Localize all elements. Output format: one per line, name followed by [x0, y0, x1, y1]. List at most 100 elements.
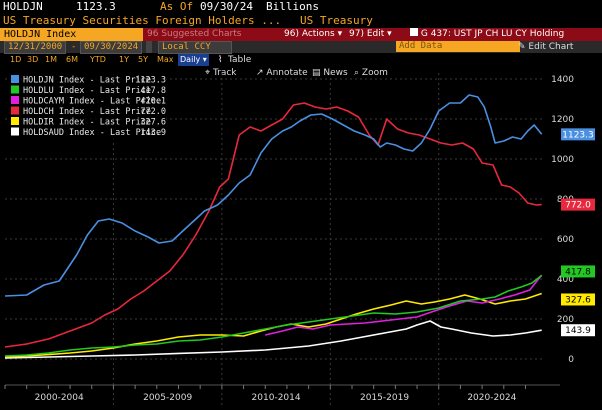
zoom-label: Zoom: [361, 68, 388, 78]
line-chart-icon[interactable]: ⌇: [218, 55, 223, 65]
line-chart: 02004006008001000120014002000-20042005-2…: [4, 71, 595, 405]
as-of-date: 09/30/24: [200, 0, 253, 13]
x-category-label: 2020-2024: [467, 393, 516, 403]
as-of-label: As Of: [160, 0, 194, 13]
range-dash: -: [71, 42, 77, 52]
period-max[interactable]: Max: [157, 55, 174, 64]
calendar-icon[interactable]: [146, 41, 152, 53]
edit-menu[interactable]: 97) Edit ▾: [349, 29, 392, 39]
track-label: Track: [212, 68, 237, 78]
zoom-button[interactable]: ⌕ Zoom: [354, 67, 388, 80]
legend-entry: HOLDSAUD Index - Last Price: [23, 128, 161, 138]
title-row: HOLDJN 1123.3 As Of 09/30/24 Billions: [0, 0, 602, 14]
period-5y[interactable]: 5Y: [138, 55, 148, 64]
edit-label: Edit: [366, 29, 385, 39]
legend-value: 143.9: [140, 128, 166, 138]
y-tick-label: 0: [568, 355, 574, 365]
graph-title: G 437: UST JP CH LU CY Holding: [420, 29, 565, 39]
annotate-label: Annotate: [266, 68, 308, 78]
edit-number: 97: [349, 29, 361, 39]
series-line-holdir: [4, 292, 542, 358]
period-6m[interactable]: 6M: [66, 55, 78, 64]
zoom-icon: ⌕: [354, 68, 360, 78]
series-line-holdlu: [4, 274, 543, 357]
chevron-down-icon: ▾: [387, 29, 392, 39]
table-button[interactable]: Table: [228, 55, 252, 65]
last-value: 1123.3: [76, 0, 116, 13]
y-tick-label: 600: [557, 235, 574, 245]
period-1y[interactable]: 1Y: [119, 55, 129, 64]
units-label: Billions: [266, 0, 319, 13]
security-field[interactable]: HOLDJN Index: [0, 28, 143, 41]
legend-value: 420.1: [140, 97, 166, 107]
actions-number: 96: [284, 29, 296, 39]
frequency-select[interactable]: Daily ▾: [178, 54, 209, 66]
last-value-label-holdjn: 1123.3: [562, 130, 594, 140]
currency-select[interactable]: Local CCY: [158, 41, 232, 54]
end-date-field[interactable]: 09/30/2024: [80, 41, 143, 54]
range-bar: 12/31/2000 - 09/30/2024 Local CCY Add Da…: [0, 41, 602, 54]
series-line-holdsaud: [4, 320, 542, 359]
x-category-label: 2015-2019: [360, 393, 409, 403]
actions-label: Actions: [301, 29, 335, 39]
series-line-holdjn: [4, 94, 543, 297]
news-icon: ▤: [312, 68, 321, 78]
last-value-label-holdch: 772.0: [565, 201, 591, 211]
chevron-down-icon: ▾: [202, 55, 207, 64]
crosshair-icon: ⌖: [205, 68, 211, 78]
last-value-tag-holdsaud: [561, 324, 595, 337]
last-value-label-holdsaud: 143.9: [565, 326, 591, 336]
annotate-button[interactable]: ↗ Annotate: [256, 67, 308, 80]
legend-swatch: [11, 117, 19, 125]
period-1d[interactable]: 1D: [10, 55, 22, 64]
description-row: US Treasury Securities Foreign Holders .…: [0, 14, 602, 28]
last-value-tag-holdlu: [561, 265, 595, 278]
y-tick-label: 400: [557, 275, 574, 285]
legend-value: 327.6: [140, 118, 166, 128]
last-value-tag-holdch: [561, 198, 595, 211]
series-line-holdcaym: [265, 274, 543, 336]
legend-entry: HOLDCH Index - Last Price: [23, 107, 151, 117]
y-tick-label: 1200: [551, 115, 574, 125]
add-data-input[interactable]: Add Data: [396, 41, 520, 52]
x-category-label: 2010-2014: [252, 393, 301, 403]
frequency-label: Daily: [180, 55, 201, 64]
legend-swatch: [11, 106, 19, 115]
chevron-down-icon: ▾: [337, 29, 343, 39]
start-date-field[interactable]: 12/31/2000: [4, 41, 67, 54]
y-tick-label: 1400: [551, 75, 574, 85]
legend-entry: HOLDCAYM Index - Last Price: [23, 97, 161, 107]
description-text: US Treasury Securities Foreign Holders .…: [3, 14, 282, 27]
last-value-tag-holdjn: [561, 128, 595, 141]
graph-icon: [410, 28, 418, 36]
legend-value: 772.0: [140, 107, 166, 117]
edit-chart-button[interactable]: ✎ Edit Chart: [518, 41, 573, 53]
legend-entry: HOLDJN Index - Last Price: [23, 76, 151, 86]
last-value-label-holdir: 327.6: [565, 295, 591, 305]
legend-swatch: [11, 127, 19, 136]
news-button[interactable]: ▤ News: [312, 67, 348, 80]
track-button[interactable]: ⌖ Track: [205, 67, 237, 80]
pencil-icon: ✎: [518, 42, 526, 52]
graph-title-button[interactable]: G 437: UST JP CH LU CY Holding: [410, 28, 564, 41]
main-toolbar: HOLDJN Index 96 Suggested Charts 96) Act…: [0, 28, 602, 41]
legend-entry: HOLDLU Index - Last Price: [23, 86, 151, 96]
suggested-charts-button[interactable]: 96 Suggested Charts: [147, 29, 242, 39]
period-ytd[interactable]: YTD: [90, 55, 106, 64]
x-category-label: 2005-2009: [143, 393, 192, 403]
legend-value: 1123.3: [135, 76, 166, 86]
actions-menu[interactable]: 96) Actions ▾: [284, 29, 343, 39]
y-tick-label: 200: [557, 315, 574, 325]
legend-swatch: [11, 85, 19, 94]
category-text: US Treasury: [300, 14, 373, 27]
ticker-label: HOLDJN: [3, 0, 43, 13]
x-category-label: 2000-2004: [35, 393, 84, 403]
last-value-tag-holdir: [561, 293, 595, 306]
period-bar: 1D 3D 1M 6M YTD 1Y 5Y Max Daily ▾ ⌇ Tabl…: [0, 54, 602, 78]
news-label: News: [323, 68, 348, 78]
period-3d[interactable]: 3D: [27, 55, 39, 64]
legend-swatch: [11, 96, 19, 104]
annotate-icon: ↗: [256, 68, 264, 78]
period-1m[interactable]: 1M: [45, 55, 57, 64]
legend-entry: HOLDIR Index - Last Price: [23, 118, 151, 128]
